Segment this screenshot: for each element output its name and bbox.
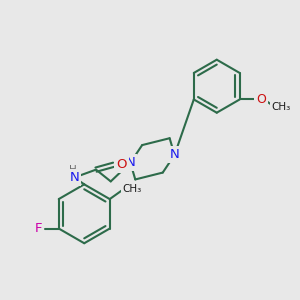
- Text: F: F: [34, 222, 42, 235]
- Text: N: N: [170, 148, 179, 161]
- Text: O: O: [256, 93, 266, 106]
- Text: H: H: [69, 165, 76, 175]
- Text: CH₃: CH₃: [123, 184, 142, 194]
- Text: O: O: [116, 158, 127, 171]
- Text: N: N: [70, 171, 79, 184]
- Text: CH₃: CH₃: [271, 102, 290, 112]
- Text: N: N: [125, 156, 135, 169]
